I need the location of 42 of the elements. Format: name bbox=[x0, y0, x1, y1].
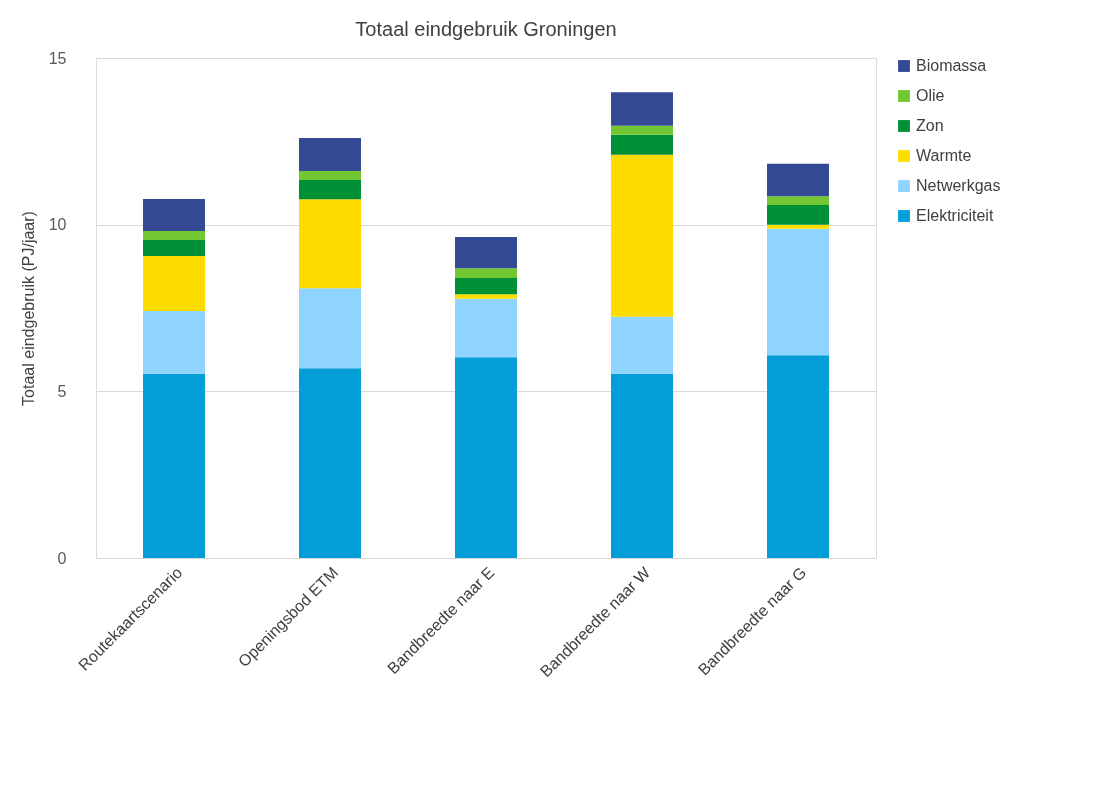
bar bbox=[299, 368, 361, 558]
bar bbox=[143, 199, 205, 231]
bar bbox=[767, 228, 829, 356]
legend-label: Elektriciteit bbox=[916, 207, 994, 224]
bar bbox=[143, 231, 205, 240]
bar bbox=[767, 355, 829, 558]
bar bbox=[611, 125, 673, 135]
bar bbox=[143, 311, 205, 374]
bar bbox=[299, 288, 361, 369]
y-tick-label: 5 bbox=[57, 382, 67, 400]
bar bbox=[455, 237, 517, 269]
bar bbox=[455, 294, 517, 299]
y-axis-title: Totaal eindgebruik (PJ/jaar) bbox=[19, 211, 37, 406]
bar bbox=[299, 180, 361, 200]
bar bbox=[767, 196, 829, 205]
bar bbox=[143, 256, 205, 311]
legend-label: Zon bbox=[916, 117, 944, 134]
bar bbox=[299, 199, 361, 289]
bar bbox=[767, 224, 829, 229]
bar bbox=[611, 92, 673, 126]
bar bbox=[611, 154, 673, 317]
bar bbox=[611, 316, 673, 374]
bar bbox=[767, 163, 829, 197]
bar bbox=[611, 134, 673, 155]
y-tick-label: 10 bbox=[48, 216, 67, 234]
bar bbox=[143, 240, 205, 256]
bar bbox=[455, 298, 517, 358]
bar bbox=[455, 357, 517, 558]
legend-label: Warmte bbox=[916, 147, 972, 164]
bar bbox=[611, 373, 673, 558]
legend-label: Biomassa bbox=[916, 57, 987, 74]
legend-label: Olie bbox=[916, 87, 945, 104]
bar bbox=[767, 205, 829, 225]
bar bbox=[455, 268, 517, 278]
bar bbox=[299, 171, 361, 180]
bar bbox=[455, 278, 517, 295]
chart-title: Totaal eindgebruik Groningen bbox=[355, 18, 617, 40]
y-tick-label: 15 bbox=[48, 49, 67, 67]
bar bbox=[299, 138, 361, 171]
legend-label: Netwerkgas bbox=[916, 177, 1001, 194]
y-tick-label: 0 bbox=[57, 549, 67, 567]
bar bbox=[143, 373, 205, 558]
